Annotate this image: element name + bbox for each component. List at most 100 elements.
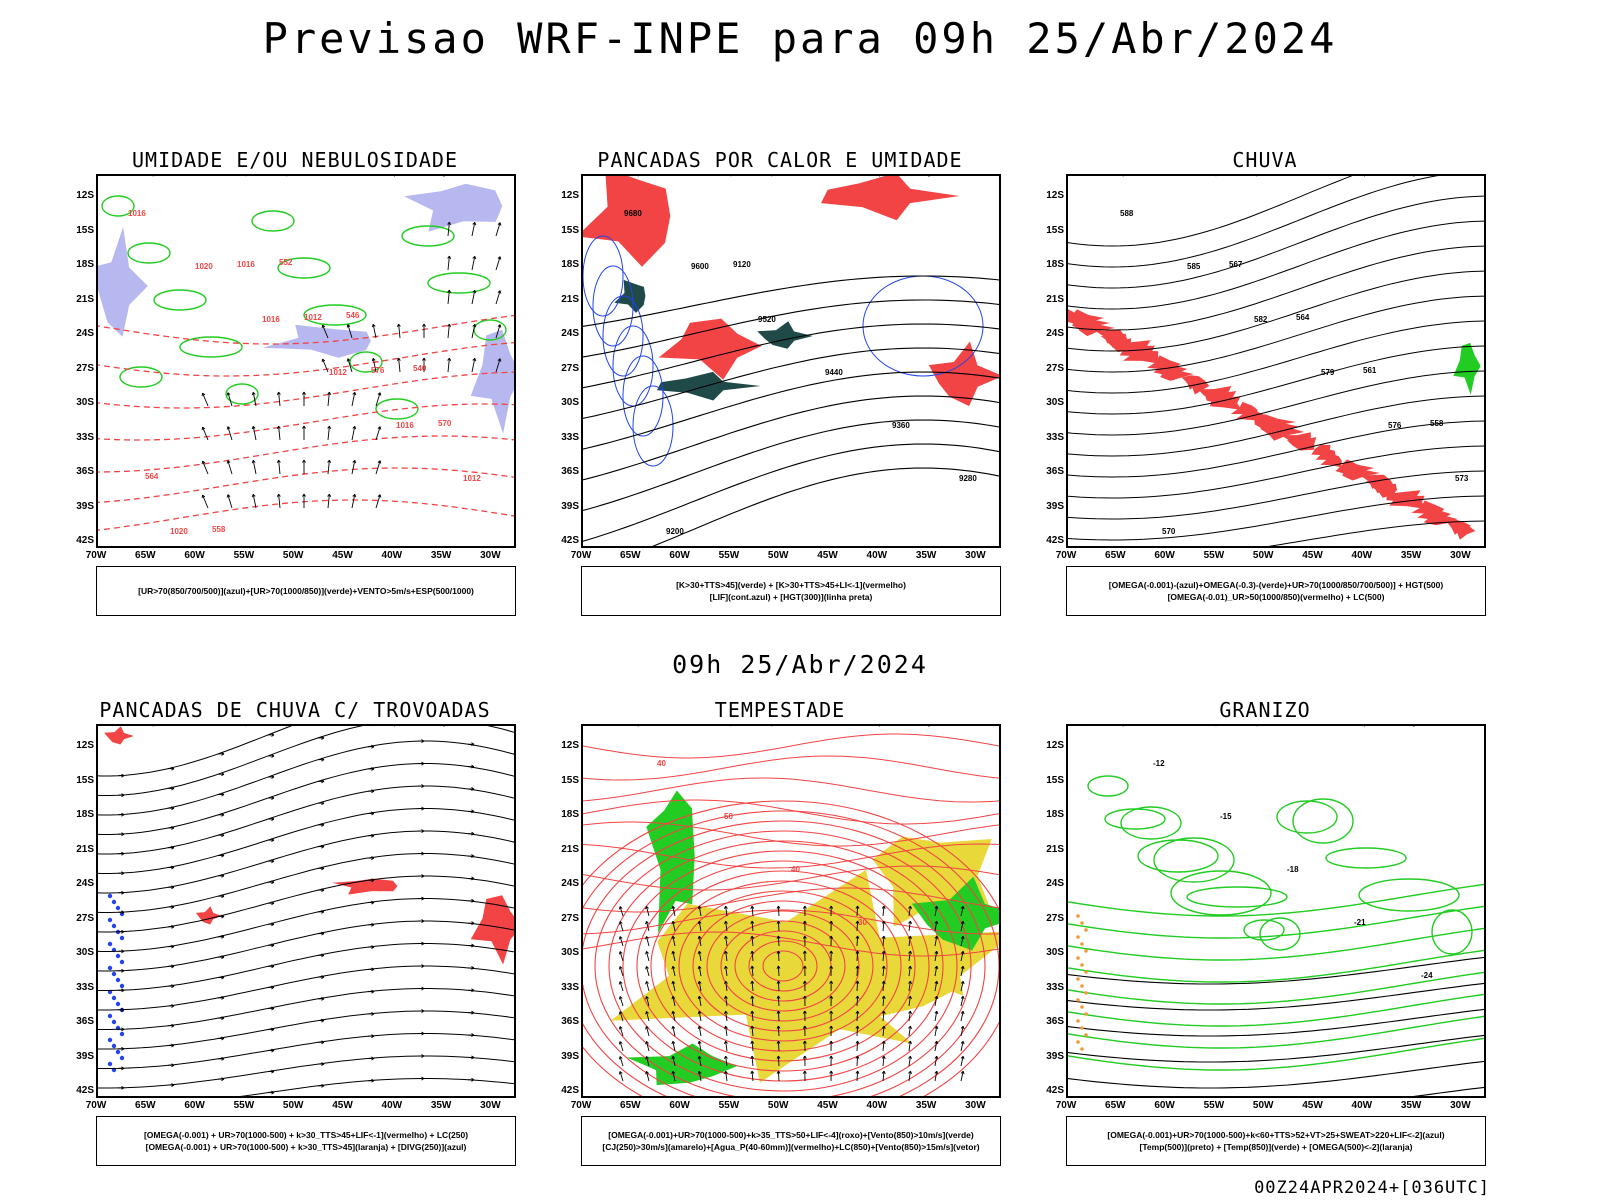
y-tick-label: 42S <box>561 1085 579 1096</box>
y-tick-label: 24S <box>561 878 579 889</box>
x-tick-label: 50W <box>1252 1100 1274 1111</box>
y-tick-label: 27S <box>76 362 94 374</box>
x-tick-label: 40W <box>381 1100 403 1111</box>
x-tick-label: 30W <box>1450 1100 1471 1111</box>
y-tick-label: 24S <box>76 328 94 339</box>
x-tick-label: 70W <box>1055 550 1077 561</box>
x-tick-label: 70W <box>85 550 107 561</box>
panel-title: GRANIZO <box>1219 698 1311 722</box>
panel-granizo: GRANIZO -12 -15 -18 -21 -24 [OMEGA(-0.001)+U… <box>1030 698 1500 1178</box>
y-tick-label: 18S <box>561 259 579 270</box>
x-tick-label: 45W <box>1302 550 1323 561</box>
y-tick-label: 15S <box>561 224 579 236</box>
map-umidade: 1016 1020 1016 1012 1016 1012 1020 1016 1012 576 5… <box>96 174 516 548</box>
x-tick-label: 35W <box>1400 1100 1422 1111</box>
x-tick-label: 35W <box>430 1100 452 1111</box>
x-tick-label: 40W <box>1351 550 1373 561</box>
contour-label: 561 <box>1363 366 1377 375</box>
panel-chuva: CHUVA 588 585 582 579 576 573 570 567 564 561 558 … <box>1030 148 1500 628</box>
x-tick-label: 35W <box>915 550 937 561</box>
y-tick-label: 12S <box>1046 190 1064 201</box>
y-tick-label: 21S <box>561 293 579 305</box>
y-tick-label: 18S <box>561 809 579 820</box>
x-tick-label: 60W <box>1154 550 1175 561</box>
y-tick-label: 42S <box>76 535 94 546</box>
x-tick-label: 45W <box>332 550 353 561</box>
x-tick-label: 55W <box>718 550 740 561</box>
x-tick-label: 40W <box>381 550 403 561</box>
x-tick-label: 65W <box>1105 550 1126 561</box>
x-tick-label: 65W <box>620 550 641 561</box>
legend-line: [Temp(500)](preto) + [Temp(850)](verde) … <box>1139 1142 1413 1152</box>
x-tick-label: 55W <box>718 1100 740 1111</box>
map-canvas <box>98 726 514 1096</box>
map-pancadas-trovoadas <box>96 724 516 1098</box>
x-tick-label: 45W <box>1302 1100 1323 1111</box>
panel-legend: [OMEGA(-0.001) + UR>70(1000-500) + k>30_… <box>96 1116 516 1166</box>
x-tick-label: 60W <box>669 550 690 561</box>
map-chuva: 588 585 582 579 576 573 570 567 564 561 558 <box>1066 174 1486 548</box>
y-tick-label: 39S <box>561 500 579 512</box>
contour-label: 1016 <box>237 260 255 269</box>
contour-label: 540 <box>413 364 427 373</box>
y-tick-label: 27S <box>1046 912 1064 924</box>
run-timestamp: 00Z24APR2024+[036UTC] <box>1254 1178 1490 1198</box>
contour-label: 582 <box>1254 315 1268 324</box>
y-tick-label: 30S <box>561 397 579 408</box>
contour-label: 585 <box>1187 262 1201 271</box>
x-tick-label: 30W <box>480 1100 501 1111</box>
panel-umidade: UMIDADE E/OU NEBULOSIDADE 1016 1020 1016 10… <box>60 148 530 628</box>
legend-line: [CJ(250)>30m/s](amarelo)+[Agua_P(40-60mm… <box>602 1142 980 1152</box>
y-tick-label: 12S <box>76 190 94 201</box>
contour-label: 1012 <box>463 474 481 483</box>
panel-legend: [K>30+TTS>45](verde) + [K>30+TTS>45+LI<-… <box>581 566 1001 616</box>
x-tick-label: 55W <box>233 550 255 561</box>
y-tick-label: 21S <box>76 843 94 855</box>
contour-label: -21 <box>1354 918 1366 927</box>
y-tick-label: 15S <box>1046 774 1064 786</box>
map-pancadas-calor: 9680 9600 9520 9440 9360 9280 9200 9120 <box>581 174 1001 548</box>
y-tick-label: 33S <box>1046 431 1064 443</box>
contour-label: 579 <box>1321 368 1335 377</box>
x-tick-label: 65W <box>1105 1100 1126 1111</box>
x-tick-label: 65W <box>620 1100 641 1111</box>
panel-pancadas-trovoadas: PANCADAS DE CHUVA C/ TROVOADAS [OMEGA(-0… <box>60 698 530 1178</box>
panel-title: PANCADAS POR CALOR E UMIDADE <box>597 148 963 172</box>
x-tick-label: 50W <box>282 550 304 561</box>
contour-label: 564 <box>145 472 159 481</box>
y-tick-label: 36S <box>1046 466 1064 477</box>
x-tick-label: 60W <box>184 550 205 561</box>
contour-label: 546 <box>346 311 360 320</box>
x-tick-label: 70W <box>85 1100 107 1111</box>
y-tick-label: 15S <box>76 774 94 786</box>
x-tick-label: 50W <box>767 550 789 561</box>
map-tempestade: 40 50 40 30 <box>581 724 1001 1098</box>
y-tick-label: 42S <box>76 1085 94 1096</box>
y-tick-label: 12S <box>76 740 94 751</box>
y-tick-label: 27S <box>561 362 579 374</box>
legend-line: [OMEGA(-0.001) + UR>70(1000-500) + k>30_… <box>143 1130 469 1140</box>
y-tick-label: 18S <box>76 809 94 820</box>
y-tick-label: 18S <box>1046 259 1064 270</box>
panel-pancadas-calor: PANCADAS POR CALOR E UMIDADE 9680 9600 952… <box>545 148 1015 628</box>
contour-label: 40 <box>657 759 666 768</box>
contour-label: 9440 <box>825 368 843 377</box>
x-tick-label: 45W <box>817 1100 838 1111</box>
panel-legend: [OMEGA(-0.001)+UR>70(1000-500)+k>35_TTS>… <box>581 1116 1001 1166</box>
y-tick-label: 42S <box>1046 1085 1064 1096</box>
legend-line: [LIF](cont.azul) + [HGT(300)](linha pret… <box>709 592 873 602</box>
y-tick-label: 39S <box>1046 500 1064 512</box>
y-tick-label: 30S <box>1046 947 1064 958</box>
contour-label: 570 <box>438 419 452 428</box>
y-tick-label: 27S <box>76 912 94 924</box>
y-tick-label: 36S <box>561 1016 579 1027</box>
y-tick-label: 18S <box>76 259 94 270</box>
y-tick-label: 42S <box>1046 535 1064 546</box>
x-tick-label: 65W <box>135 1100 156 1111</box>
contour-label: 1012 <box>329 368 347 377</box>
y-tick-label: 39S <box>76 500 94 512</box>
contour-label: 9520 <box>758 315 776 324</box>
y-tick-label: 24S <box>1046 328 1064 339</box>
x-tick-label: 45W <box>817 550 838 561</box>
contour-label: 576 <box>371 366 385 375</box>
